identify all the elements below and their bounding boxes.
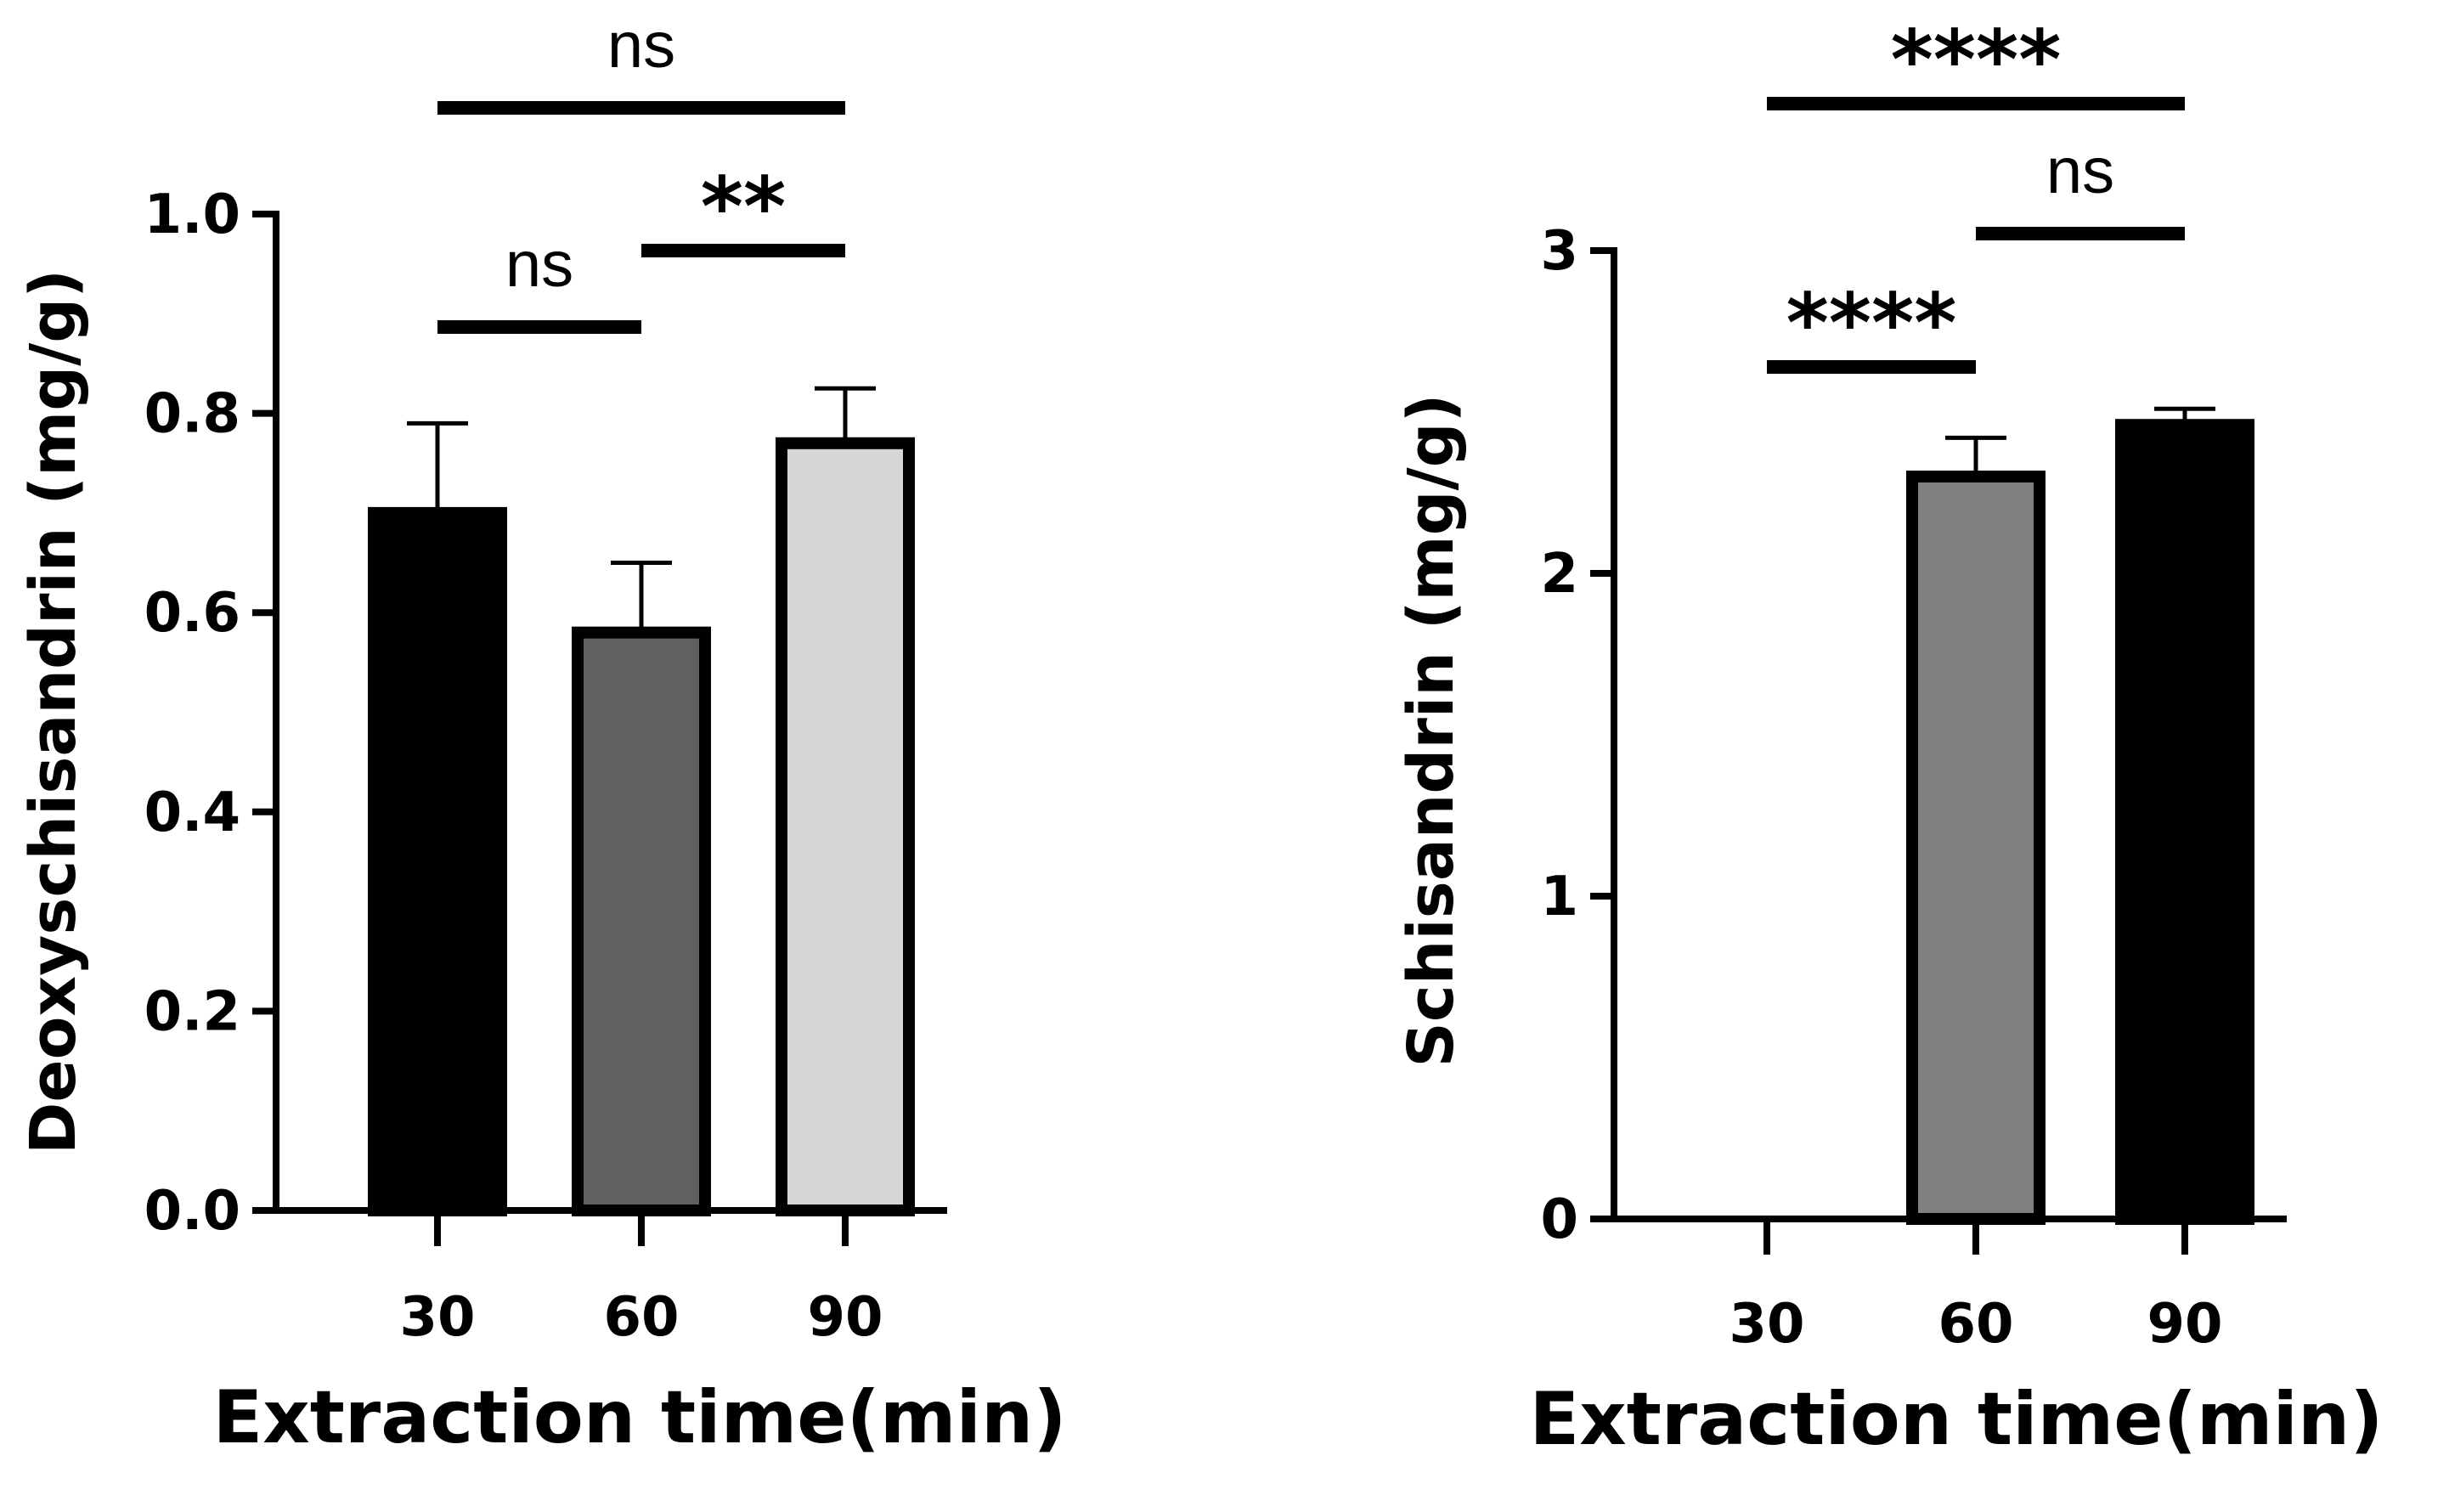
- y-tick-label: 0.6: [144, 582, 240, 645]
- significance-label: ns: [505, 228, 573, 301]
- significance-label: ****: [1786, 276, 1957, 371]
- y-tick-label: 0: [1540, 1188, 1578, 1251]
- y-tick-label: 0.4: [144, 781, 240, 844]
- y-tick-label: 1.0: [144, 183, 240, 246]
- y-tick-label: 0.0: [144, 1180, 240, 1243]
- x-axis-title: Extraction time(min): [212, 1375, 1066, 1460]
- x-tick-label: 60: [603, 1286, 679, 1349]
- significance-label: ns: [2046, 135, 2114, 207]
- x-tick-label: 90: [2147, 1293, 2222, 1356]
- x-tick-label: 30: [1729, 1293, 1804, 1356]
- schisandrin-chart: 0 1 2 3 30 60 90 **** ns **** Schisandrin (mg/g) Ex…: [1395, 13, 2384, 1462]
- x-axis-title: Extraction time(min): [1529, 1377, 2383, 1462]
- bar: [572, 626, 711, 1216]
- y-tick-label: 2: [1540, 543, 1578, 606]
- bar: [1906, 471, 2046, 1225]
- bar: [776, 437, 915, 1216]
- y-tick-label: 1: [1540, 866, 1578, 928]
- y-tick-label: 0.2: [144, 980, 240, 1043]
- bar: [368, 506, 507, 1216]
- y-axis-title: Schisandrin (mg/g): [1395, 394, 1468, 1068]
- y-axis-title: Deoxyschisandrin (mg/g): [17, 269, 90, 1154]
- x-tick-label: 30: [399, 1286, 475, 1349]
- y-tick-label: 3: [1540, 220, 1578, 283]
- significance-label: **: [701, 160, 786, 255]
- x-tick-label: 90: [807, 1286, 883, 1349]
- significance-label: ns: [607, 9, 675, 82]
- deoxyschisandrin-chart: 0.0 0.2 0.4 0.6 0.8 1.0 30 60 90 ns ** ns Deoxyschis…: [17, 9, 1067, 1460]
- y-tick-label: 0.8: [144, 383, 240, 446]
- bar: [2115, 419, 2254, 1225]
- x-tick-label: 60: [1938, 1293, 2013, 1356]
- significance-label: ****: [1891, 13, 2062, 108]
